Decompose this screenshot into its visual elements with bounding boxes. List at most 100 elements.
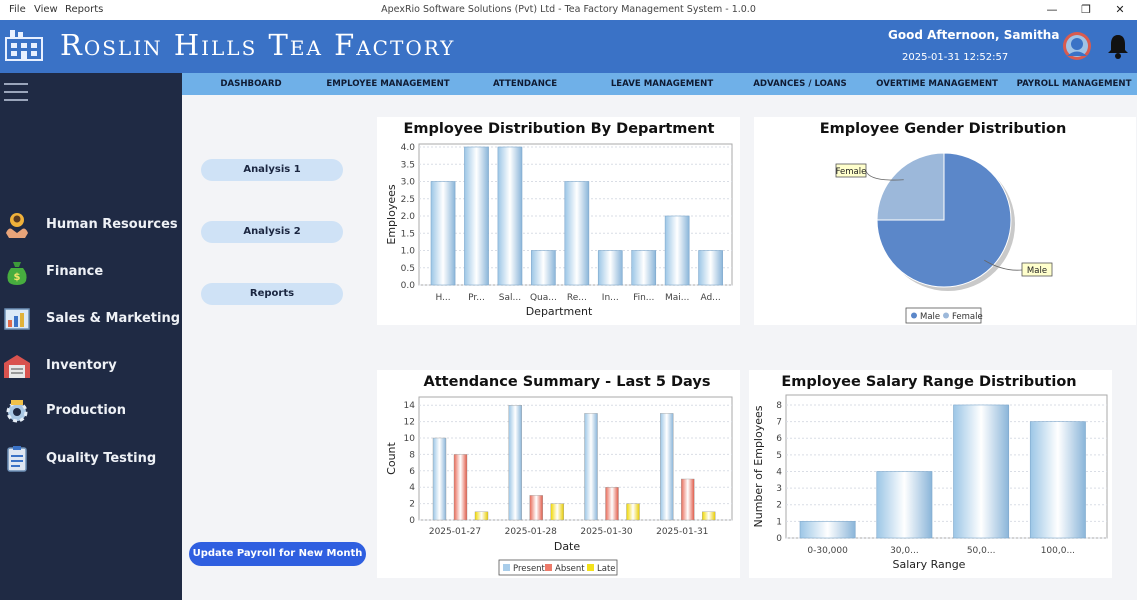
pie-slice-male xyxy=(876,152,1012,288)
tab-leave-management[interactable]: LEAVE MANAGEMENT xyxy=(610,79,714,89)
chart-title: Attendance Summary - Last 5 Days xyxy=(424,374,711,390)
y-axis-label: Employees xyxy=(385,184,398,244)
bar xyxy=(1029,421,1086,539)
bar-present xyxy=(660,413,674,521)
x-tick-label: Sal... xyxy=(499,293,521,303)
analysis-2-button[interactable]: Analysis 2 xyxy=(201,221,343,243)
y-tick-label: 1.5 xyxy=(401,229,415,239)
bar-late xyxy=(474,511,489,521)
legend xyxy=(498,559,618,576)
x-tick-label: In... xyxy=(602,293,619,303)
tab-advances-loans[interactable]: ADVANCES / LOANS xyxy=(753,79,847,89)
factory-icon xyxy=(5,30,43,61)
bar xyxy=(564,181,590,286)
x-tick-label: 30,0... xyxy=(890,546,919,556)
legend-label: Female xyxy=(952,312,983,322)
legend-label: Late xyxy=(597,564,616,574)
notification-bell-icon[interactable] xyxy=(1107,33,1129,59)
app-title: Roslin Hills Tea Factory xyxy=(60,28,456,62)
user-avatar-icon[interactable] xyxy=(1060,30,1094,62)
pie-label: Female xyxy=(836,167,867,177)
x-tick-label: H... xyxy=(435,293,450,303)
sidebar-item-finance[interactable]: $ Finance xyxy=(0,258,182,288)
x-tick-label: 2025-01-30 xyxy=(580,527,633,537)
tab-payroll-management[interactable]: PAYROLL MANAGEMENT xyxy=(1016,79,1132,89)
sidebar-item-production[interactable]: Production xyxy=(0,397,182,427)
sidebar-item-quality-testing[interactable]: Quality Testing xyxy=(0,445,182,475)
warehouse-icon xyxy=(4,355,30,378)
y-tick-label: 6 xyxy=(776,434,782,444)
y-tick-label: 3.5 xyxy=(401,160,415,170)
hamburger-menu-icon[interactable] xyxy=(4,83,28,101)
legend-swatch xyxy=(545,564,552,571)
sidebar-item-human-resources[interactable]: Human Resources xyxy=(0,211,182,241)
y-tick-label: 2 xyxy=(776,501,782,511)
minimize-button[interactable]: — xyxy=(1046,3,1058,16)
x-axis-label: Salary Range xyxy=(893,558,966,571)
tab-attendance[interactable]: ATTENDANCE xyxy=(492,79,558,89)
analysis-1-button[interactable]: Analysis 1 xyxy=(201,159,343,181)
bar xyxy=(953,404,1010,539)
sidebar-item-label: Quality Testing xyxy=(46,451,157,466)
hr-icon xyxy=(6,213,28,238)
window-titlebar: File View Reports ApexRio Software Solut… xyxy=(0,0,1137,20)
legend-swatch xyxy=(503,564,510,571)
y-axis-label: Number of Employees xyxy=(752,405,765,527)
tab-overtime-management[interactable]: OVERTIME MANAGEMENT xyxy=(876,79,998,89)
sidebar-item-sales-marketing[interactable]: Sales & Marketing xyxy=(0,305,182,335)
sidebar-item-label: Finance xyxy=(46,264,104,279)
menu-reports[interactable]: Reports xyxy=(65,4,104,15)
x-tick-label: Ad... xyxy=(700,293,720,303)
x-axis-label: Date xyxy=(554,540,581,553)
maximize-button[interactable]: ❐ xyxy=(1081,3,1091,16)
x-tick-label: Pr... xyxy=(468,293,485,303)
attendance-chart: Attendance Summary - Last 5 Days 0 2 4 6 8 10 1… xyxy=(385,374,733,576)
menu-view[interactable]: View xyxy=(34,4,58,15)
department-chart-panel: Employee Distribution By Department 0.0 0.… xyxy=(377,117,740,325)
attendance-chart-panel: Attendance Summary - Last 5 Days 0 2 4 6 8 10 1… xyxy=(377,370,740,578)
pie-slice-female xyxy=(876,152,945,221)
bar-late xyxy=(626,503,640,521)
sidebar-item-inventory[interactable]: Inventory xyxy=(0,352,182,382)
x-tick-label: Mai... xyxy=(665,293,689,303)
x-axis-label: Department xyxy=(526,305,593,318)
x-tick-label: Fin... xyxy=(633,293,654,303)
y-tick-label: 3 xyxy=(776,484,782,494)
y-tick-label: 2.5 xyxy=(401,195,415,205)
x-tick-label: Qua... xyxy=(530,293,557,303)
menu-file[interactable]: File xyxy=(9,4,26,15)
bar-late xyxy=(550,503,564,521)
bar xyxy=(497,146,523,286)
bar-absent xyxy=(529,495,543,521)
x-tick-label: Re... xyxy=(567,293,587,303)
sidebar-item-label: Human Resources xyxy=(46,217,178,232)
y-tick-label: 4 xyxy=(776,467,782,477)
datetime-text: 2025-01-31 12:52:57 xyxy=(902,52,1009,63)
y-tick-label: 0.0 xyxy=(401,281,416,291)
bar xyxy=(430,181,456,286)
bar xyxy=(664,215,690,286)
svg-text:$: $ xyxy=(14,272,21,283)
bar-absent xyxy=(681,478,695,521)
chart-title: Employee Distribution By Department xyxy=(404,121,715,137)
bar-present xyxy=(508,405,522,521)
plot-area xyxy=(418,396,733,521)
window-title: ApexRio Software Solutions (Pvt) Ltd - T… xyxy=(381,4,756,15)
tab-employee-management[interactable]: EMPLOYEE MANAGEMENT xyxy=(326,79,450,89)
x-tick-label: 2025-01-31 xyxy=(656,527,708,537)
sales-chart-icon xyxy=(4,308,30,330)
legend-swatch xyxy=(911,312,917,319)
bar xyxy=(597,250,623,286)
money-bag-icon: $ xyxy=(7,262,27,285)
tab-dashboard[interactable]: DASHBOARD xyxy=(220,79,282,89)
chart-title: Employee Gender Distribution xyxy=(820,121,1067,137)
update-payroll-button[interactable]: Update Payroll for New Month xyxy=(189,542,366,566)
app-header: Roslin Hills Tea Factory Good Afternoon,… xyxy=(0,20,1137,73)
sidebar: Human Resources $ Finance Sales & Market… xyxy=(0,73,182,600)
reports-button[interactable]: Reports xyxy=(201,283,343,305)
close-button[interactable]: ✕ xyxy=(1115,3,1125,16)
pie-label-box xyxy=(835,163,867,178)
bar-present xyxy=(432,437,447,521)
leader-line xyxy=(865,170,904,181)
